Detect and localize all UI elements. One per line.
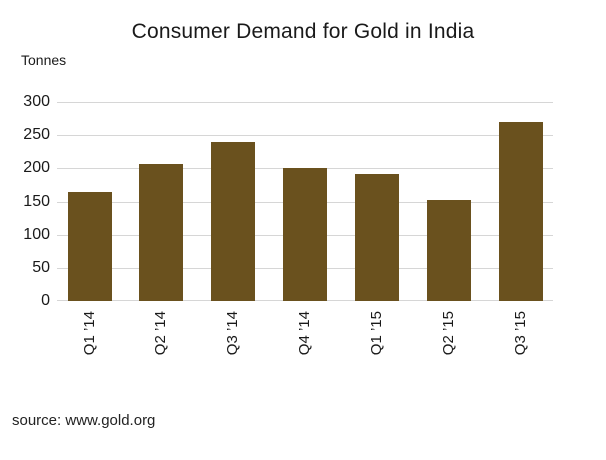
y-tick-label-200: 200 bbox=[23, 159, 50, 177]
source-caption: source: www.gold.org bbox=[12, 412, 156, 429]
bar-q3-15 bbox=[498, 121, 543, 301]
bar-q4-14 bbox=[283, 168, 327, 301]
x-axis-tick-labels: Q1 ’14 Q2 ’14 Q3 ’14 Q4 ’14 Q1 ’15 Q2 ’15 Q3 ’… bbox=[57, 302, 553, 382]
y-axis-tick-labels: 0 50 100 150 200 250 300 bbox=[0, 93, 50, 309]
x-tick-label-q2-15: Q2 ’15 bbox=[439, 311, 457, 356]
bar-q3-14 bbox=[211, 141, 256, 301]
x-tick-label-q3-15: Q3 ’15 bbox=[511, 311, 529, 356]
x-tick-label-q1-14: Q1 ’14 bbox=[80, 311, 98, 356]
bar-q2-15 bbox=[426, 200, 471, 301]
chart-title: Consumer Demand for Gold in India bbox=[131, 20, 475, 43]
x-tick-label-q3-14: Q3 ’14 bbox=[224, 311, 242, 356]
gridline-300 bbox=[57, 102, 553, 103]
x-tick-label-q1-15: Q1 ’15 bbox=[367, 311, 385, 356]
y-tick-label-0: 0 bbox=[41, 292, 50, 309]
y-tick-label-300: 300 bbox=[23, 93, 50, 110]
y-axis-unit-label: Tonnes bbox=[21, 52, 67, 68]
bar-q1-15 bbox=[354, 173, 399, 301]
y-tick-label-250: 250 bbox=[23, 126, 50, 144]
x-tick-label-q2-14: Q2 ’14 bbox=[152, 311, 170, 356]
bar-q2-14 bbox=[139, 163, 184, 301]
y-tick-label-50: 50 bbox=[32, 258, 50, 276]
y-tick-label-100: 100 bbox=[23, 225, 50, 243]
gridline-250 bbox=[57, 135, 553, 137]
bar-q1-14 bbox=[67, 191, 112, 301]
plot-area bbox=[57, 102, 553, 301]
x-tick-label-q4-14: Q4 ’14 bbox=[296, 311, 313, 356]
y-tick-label-150: 150 bbox=[23, 192, 50, 210]
